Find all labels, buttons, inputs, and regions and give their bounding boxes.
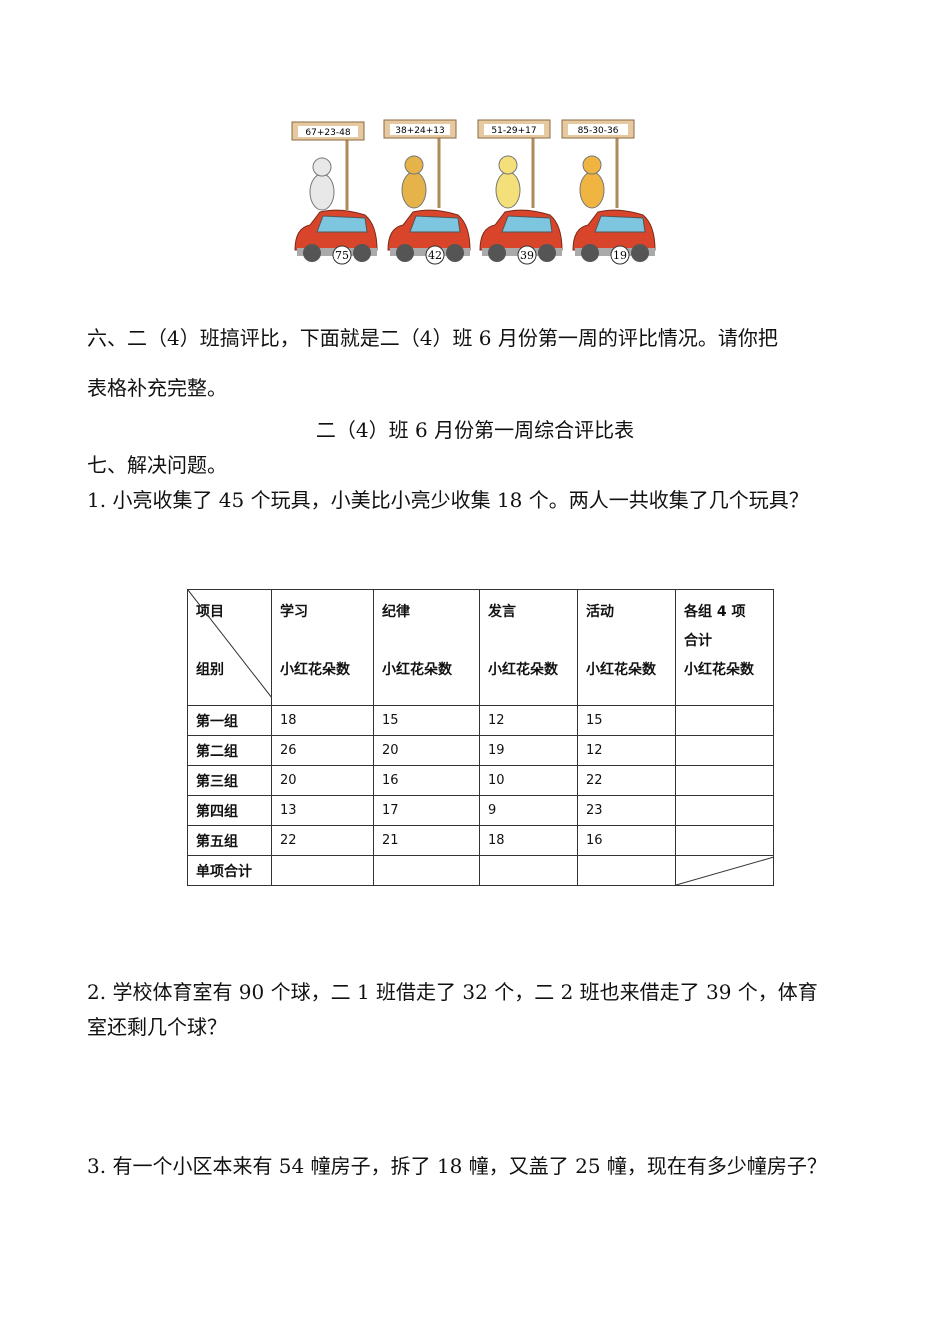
table-cell: 20	[271, 765, 374, 796]
table-cell: 18	[271, 705, 374, 736]
table-cell: 17	[373, 795, 480, 826]
row-label: 第二组	[187, 735, 272, 766]
table-cell: 19	[479, 735, 578, 766]
car-number: 19	[613, 249, 627, 262]
table-row: 第一组 18 15 12 15	[187, 705, 774, 736]
column-header: 活动 小红花朵数	[577, 589, 676, 706]
table-row: 第二组 26 20 19 12	[187, 735, 774, 766]
question-3: 3. 有一个小区本来有 54 幢房子，拆了 18 幢，又盖了 25 幢，现在有多…	[87, 1154, 827, 1178]
table-cell	[675, 825, 774, 856]
table-cell: 23	[577, 795, 676, 826]
table-cell: 18	[479, 825, 578, 856]
column-header: 发言 小红花朵数	[479, 589, 578, 706]
car-42: 42	[387, 209, 471, 265]
table-cell: 16	[577, 825, 676, 856]
car-75: 75	[294, 209, 378, 265]
column-header: 纪律 小红花朵数	[373, 589, 480, 706]
table-cell: 22	[271, 825, 374, 856]
corner-top-label: 项目	[196, 604, 224, 620]
duck-icon	[495, 155, 521, 209]
section6-line1: 六、二（4）班搞评比，下面就是二（4）班 6 月份第一周的评比情况。请你把	[87, 326, 778, 350]
table-cell	[271, 855, 374, 886]
dog-icon	[579, 155, 605, 209]
table-cell: 15	[373, 705, 480, 736]
table-cell: 12	[577, 735, 676, 766]
table-cell	[479, 855, 578, 886]
diagonal-line	[676, 856, 774, 886]
question-1: 1. 小亮收集了 45 个玩具，小美比小亮少收集 18 个。两人一共收集了几个玩…	[87, 488, 809, 512]
table-cell	[373, 855, 480, 886]
table-cell	[675, 705, 774, 736]
sign-dog: 85-30-36	[561, 119, 635, 209]
table-cell: 13	[271, 795, 374, 826]
evaluation-table: 项目 组别 学习 小红花朵数 纪律 小红花朵数 发言 小红花朵数 活动 小红花朵数 各组…	[187, 589, 774, 886]
table-cell	[577, 855, 676, 886]
table-cell	[675, 795, 774, 826]
table-row: 第五组 22 21 18 16	[187, 825, 774, 856]
table-cell: 20	[373, 735, 480, 766]
sign-duck: 51-29+17	[477, 119, 551, 209]
sign-rabbit: 67+23-48	[291, 121, 365, 211]
sign-deer: 38+24+13	[383, 119, 457, 209]
question-2-line2: 室还剩几个球？	[87, 1015, 227, 1039]
table-cell: 21	[373, 825, 480, 856]
diagonal-line	[188, 590, 272, 698]
deer-icon	[401, 155, 427, 209]
car-number: 39	[520, 249, 534, 262]
animals-and-cars-illustration: 67+23-48 38+24+13 51-29+17 85-30-36 75 42 39 1…	[291, 119, 656, 265]
row-label: 单项合计	[187, 855, 272, 886]
row-label: 第五组	[187, 825, 272, 856]
table-cell: 15	[577, 705, 676, 736]
table-row: 第三组 20 16 10 22	[187, 765, 774, 796]
sign-text: 51-29+17	[491, 126, 536, 136]
row-label: 第一组	[187, 705, 272, 736]
table-cell: 12	[479, 705, 578, 736]
table-cell: 9	[479, 795, 578, 826]
corner-cell: 项目 组别	[187, 589, 272, 706]
car-39: 39	[479, 209, 563, 265]
corner-bottom-label: 组别	[196, 662, 224, 678]
column-header: 各组 4 项合计 小红花朵数	[675, 589, 774, 706]
column-header: 学习 小红花朵数	[271, 589, 374, 706]
table-cell	[675, 765, 774, 796]
sign-text: 67+23-48	[305, 128, 350, 138]
sign-text: 85-30-36	[578, 126, 619, 136]
table-cell: 22	[577, 765, 676, 796]
table-cell: 10	[479, 765, 578, 796]
table-cell: 26	[271, 735, 374, 766]
sign-text: 38+24+13	[395, 126, 444, 136]
table-cell	[675, 735, 774, 766]
rabbit-icon	[309, 157, 335, 211]
row-label: 第三组	[187, 765, 272, 796]
car-number: 42	[428, 249, 442, 262]
car-number: 75	[335, 249, 349, 262]
table-row: 单项合计	[187, 855, 774, 886]
table-row: 第四组 13 17 9 23	[187, 795, 774, 826]
car-19: 19	[572, 209, 656, 265]
table-header-row: 项目 组别 学习 小红花朵数 纪律 小红花朵数 发言 小红花朵数 活动 小红花朵数 各组…	[187, 589, 774, 706]
question-2-line1: 2. 学校体育室有 90 个球，二 1 班借走了 32 个，二 2 班也来借走了…	[87, 980, 818, 1004]
table-title: 二（4）班 6 月份第一周综合评比表	[315, 418, 635, 442]
table-cell: 16	[373, 765, 480, 796]
row-label: 第四组	[187, 795, 272, 826]
section6-line2: 表格补充完整。	[87, 376, 227, 400]
section7-heading: 七、解决问题。	[87, 453, 227, 477]
table-cell	[675, 855, 774, 886]
